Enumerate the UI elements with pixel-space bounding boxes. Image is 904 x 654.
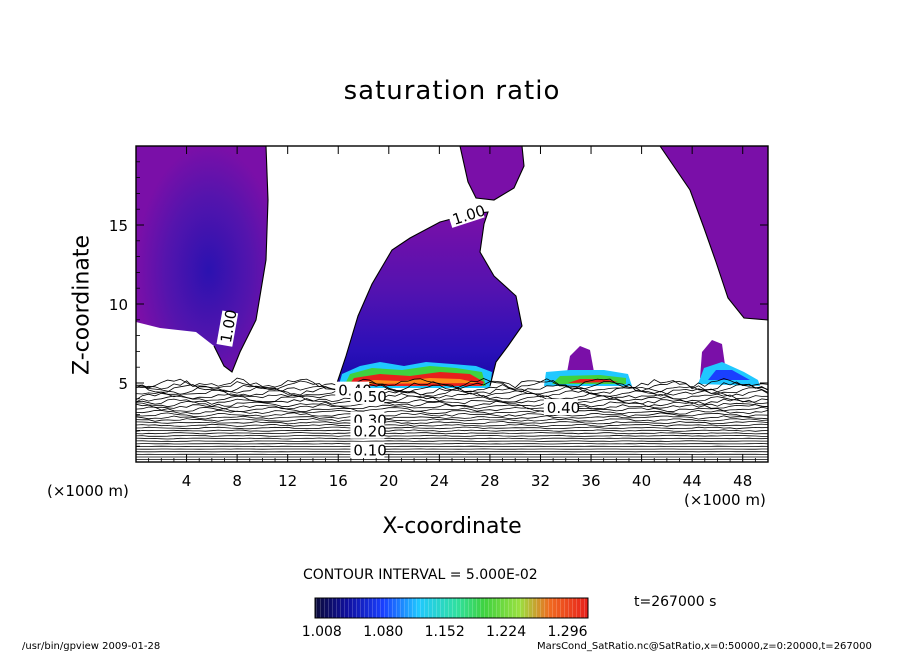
contour-line [136, 426, 768, 430]
colorbar-frame [314, 597, 589, 619]
contour-line [136, 420, 768, 425]
supersaturated-cloud-top [460, 146, 524, 200]
y-tick-label: 15 [109, 217, 128, 235]
y-tick-label: 10 [109, 296, 128, 314]
x-unit-label-left: (×1000 m) [47, 482, 129, 500]
contour-label: 0.20 [353, 423, 386, 441]
x-tick-label: 40 [632, 472, 651, 490]
contour-line [136, 380, 768, 392]
x-tick-label: 4 [182, 472, 192, 490]
contour-line [136, 415, 768, 420]
contour-label: 0.40 [547, 399, 580, 417]
contour-line [136, 423, 768, 427]
chart-title: saturation ratio [343, 76, 561, 106]
contour-line [136, 398, 768, 405]
x-tick-label: 48 [733, 472, 752, 490]
contour-line [136, 440, 768, 442]
contour-interval-label: CONTOUR INTERVAL = 5.000E-02 [303, 567, 538, 583]
contour-line [136, 403, 768, 410]
footer-right: MarsCond_SatRatio.nc@SatRatio,x=0:50000,… [537, 641, 872, 652]
contour-label-bg [350, 441, 385, 458]
contour-line [136, 443, 768, 445]
contour-label-bg [447, 202, 485, 228]
plot-area [136, 146, 768, 460]
condensate-core-right [708, 370, 750, 380]
contour-label-bg [216, 310, 239, 347]
contour-line [136, 400, 768, 408]
contour-line [136, 437, 768, 440]
x-tick-label: 28 [480, 472, 499, 490]
x-tick-label: 44 [683, 472, 702, 490]
colorbar-stripes [315, 598, 588, 618]
colorbar-tick-label: 1.008 [301, 624, 342, 640]
condensate-highlight-center [356, 378, 478, 384]
contour-boundary [459, 146, 525, 201]
contour-line [136, 395, 768, 403]
x-tick-label: 32 [531, 472, 550, 490]
contour-lines [136, 146, 768, 460]
contour-line [136, 383, 768, 394]
x-tick-label: 12 [278, 472, 297, 490]
contour-line [136, 392, 768, 401]
colorbar-tick-label: 1.152 [424, 624, 465, 640]
footer-left: /usr/bin/gpview 2009-01-28 [22, 641, 161, 652]
contour-label: 0.10 [353, 442, 386, 460]
x-tick-label: 16 [329, 472, 348, 490]
contour-label: 0.50 [353, 388, 386, 406]
contour-boundary [659, 146, 768, 321]
contour-label: 1.00 [217, 308, 241, 344]
colorbar [314, 597, 589, 619]
supersaturated-cap-left [136, 146, 268, 372]
contour-line [136, 412, 768, 418]
contour-label-bg [350, 387, 385, 404]
x-axis-label: X-coordinate [382, 514, 522, 539]
x-tick-label: 8 [232, 472, 242, 490]
colorbar-tick-label: 1.296 [547, 624, 588, 640]
contour-boundary [335, 211, 523, 387]
contour-line [136, 406, 768, 413]
y-tick-label: 5 [118, 375, 128, 393]
contour-line [136, 429, 768, 432]
x-tick-label: 20 [379, 472, 398, 490]
colorbar-tick-label: 1.080 [363, 624, 404, 640]
x-tick-label: 24 [430, 472, 449, 490]
contour-line [136, 418, 768, 422]
contour-line [136, 434, 768, 437]
time-label: t=267000 s [634, 594, 717, 610]
contour-label-bg [543, 399, 578, 416]
contour-boundary [213, 146, 269, 373]
contour-line [136, 432, 768, 435]
x-tick-label: 36 [581, 472, 600, 490]
supersaturated-cap-right [660, 146, 768, 320]
supersaturated-plume-center [336, 212, 522, 386]
x-unit-label-right: (×1000 m) [684, 491, 766, 509]
contour-line [136, 377, 768, 389]
contour-label-bg [350, 422, 385, 439]
colorbar-tick-label: 1.224 [486, 624, 527, 640]
